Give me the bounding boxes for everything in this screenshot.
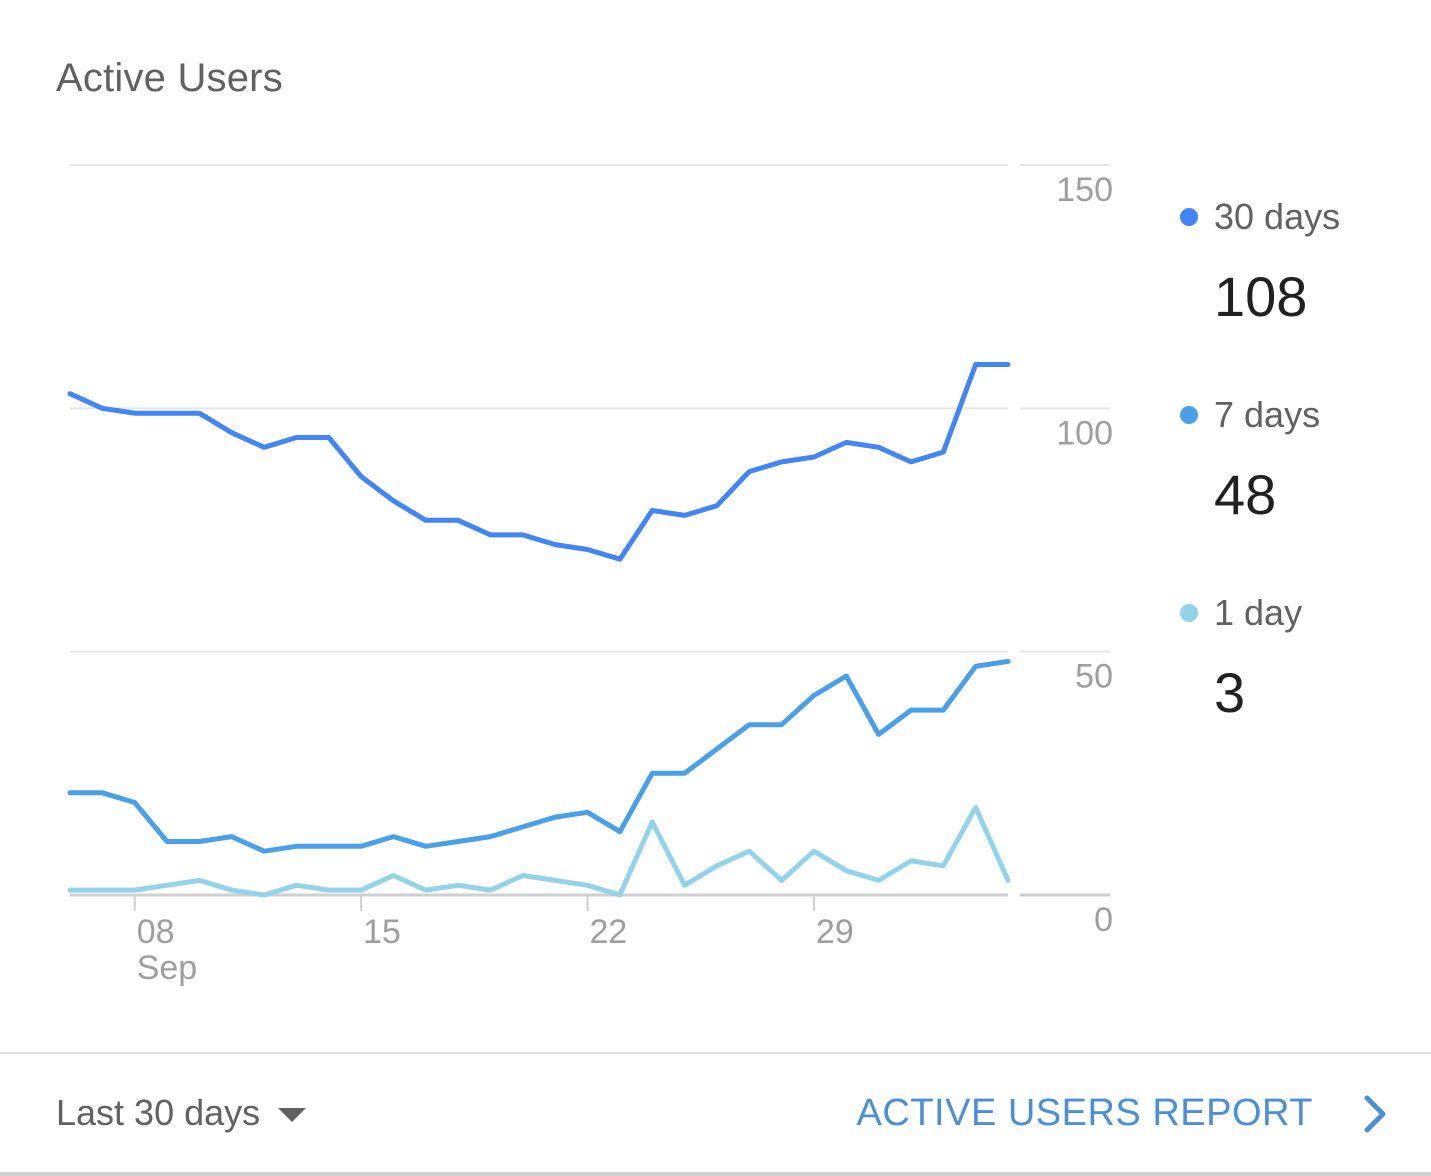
series-line-30-days (67, 362, 1011, 562)
x-tick-label: 08 (137, 913, 175, 951)
chart-series (67, 362, 1011, 898)
legend-item-1-day[interactable]: 1 day 3 (1180, 588, 1420, 786)
legend-dot-7-days (1180, 406, 1198, 424)
legend-value: 48 (1214, 463, 1277, 526)
chart-gridlines (70, 164, 1110, 897)
legend-item-30-days[interactable]: 30 days 108 (1180, 192, 1420, 390)
legend-item-7-days[interactable]: 7 days 48 (1180, 390, 1420, 588)
date-range-label: Last 30 days (56, 1092, 261, 1133)
y-axis-labels: 0 50 100 150 (1056, 171, 1113, 939)
active-users-report-link[interactable]: ACTIVE USERS REPORT (857, 1092, 1391, 1135)
legend-dot-1-day (1180, 604, 1198, 622)
series-line-1-day (67, 804, 1011, 898)
y-tick-label: 150 (1056, 171, 1113, 209)
chart-legend: 30 days 108 7 days 48 1 day 3 (1180, 192, 1420, 786)
x-tick-label: 29 (816, 913, 854, 951)
legend-value: 108 (1214, 265, 1308, 328)
y-tick-label: 100 (1056, 414, 1113, 452)
chevron-right-icon (1364, 1095, 1386, 1132)
y-tick-label: 50 (1075, 658, 1113, 696)
legend-label: 1 day (1214, 592, 1303, 633)
legend-label: 7 days (1214, 394, 1321, 435)
series-line-7-days (67, 658, 1011, 854)
x-tick-label: 22 (590, 913, 628, 951)
x-tick-label: 15 (363, 913, 401, 951)
y-tick-label: 0 (1094, 901, 1113, 939)
date-range-dropdown[interactable]: Last 30 days (56, 1092, 307, 1134)
legend-label: 30 days (1214, 196, 1341, 237)
legend-dot-30-days (1180, 208, 1198, 226)
footer-divider (0, 1052, 1431, 1054)
card-bottom-border (0, 1172, 1431, 1176)
legend-value: 3 (1214, 661, 1246, 724)
caret-down-icon (278, 1108, 307, 1122)
x-tick-sublabel: Sep (137, 949, 198, 987)
report-link-label: ACTIVE USERS REPORT (856, 1092, 1313, 1134)
card-title: Active Users (56, 56, 283, 100)
